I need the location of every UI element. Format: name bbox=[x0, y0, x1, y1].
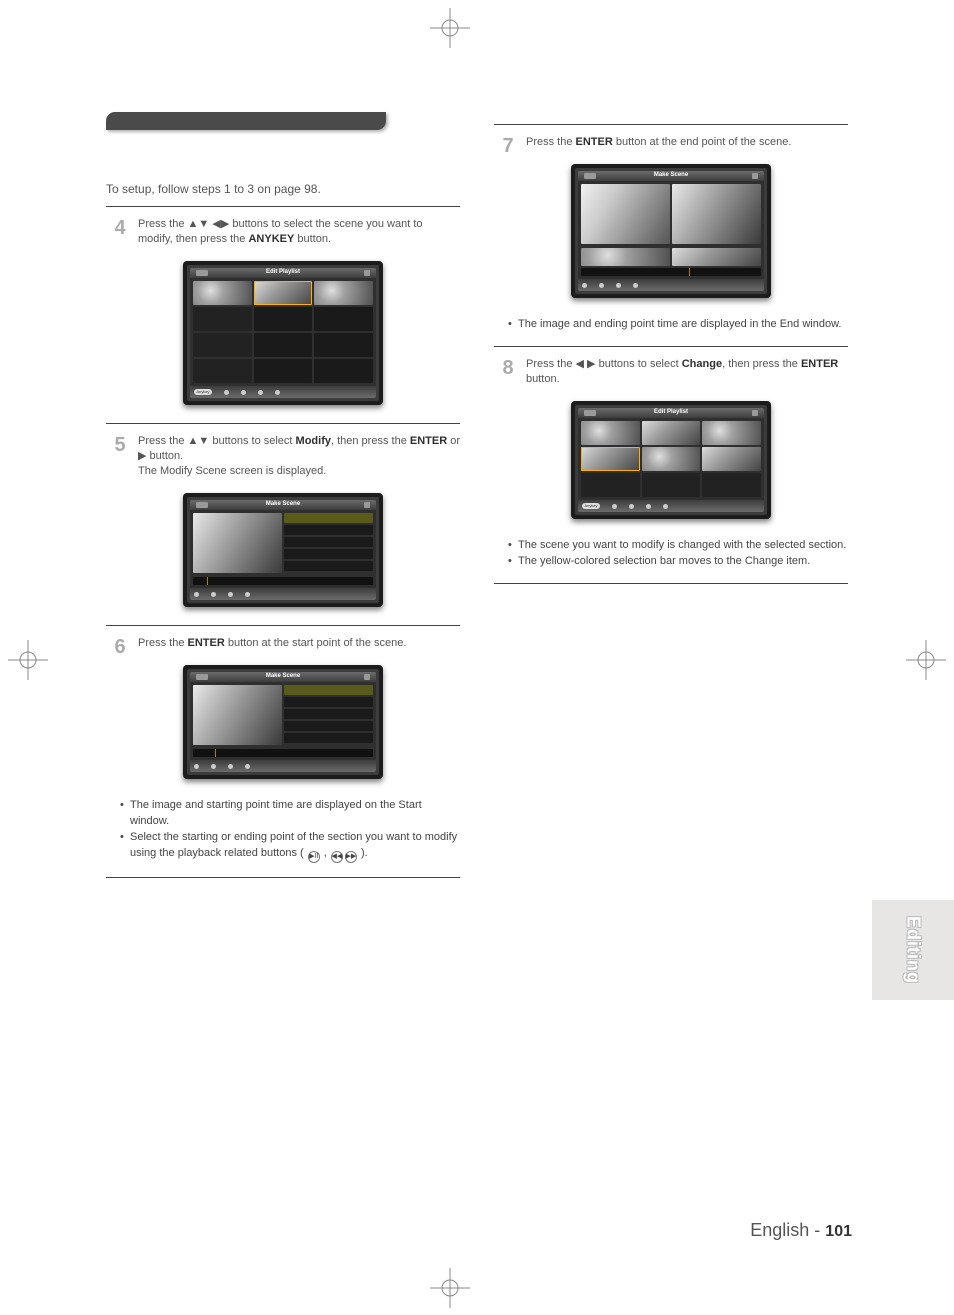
play-icon: ▶II bbox=[308, 851, 320, 863]
left-column: To setup, follow steps 1 to 3 on page 98… bbox=[106, 108, 460, 888]
step-text: Press the ENTER button at the end point … bbox=[526, 135, 848, 150]
step-text: Press the ▲▼ ◀▶ buttons to select the sc… bbox=[138, 217, 460, 247]
divider bbox=[106, 877, 460, 878]
side-tab-label: Editing bbox=[903, 916, 924, 984]
divider bbox=[494, 583, 848, 584]
side-tab: Editing bbox=[872, 900, 954, 1000]
note-item: The image and starting point time are di… bbox=[120, 797, 460, 829]
step-5: 5 Press the ▲▼ buttons to select Modify,… bbox=[106, 434, 460, 479]
step-6-notes: The image and starting point time are di… bbox=[120, 797, 460, 863]
note-item: The yellow-colored selection bar moves t… bbox=[508, 553, 848, 569]
cropmark-top bbox=[430, 8, 470, 48]
cropmark-right bbox=[906, 640, 946, 680]
step-number: 7 bbox=[494, 135, 522, 158]
note-item: The scene you want to modify is changed … bbox=[508, 537, 848, 553]
right-column: 7 Press the ENTER button at the end poin… bbox=[494, 108, 848, 594]
note-item: The image and ending point time are disp… bbox=[508, 316, 848, 332]
step-text: Press the ENTER button at the start poin… bbox=[138, 636, 460, 651]
screenshot-tv-3: Make Scene bbox=[183, 665, 383, 779]
step-text: Press the ◀ ▶ buttons to select Change, … bbox=[526, 357, 848, 387]
language-label: English bbox=[750, 1220, 809, 1240]
step-7-notes: The image and ending point time are disp… bbox=[508, 316, 848, 332]
note-item: Select the starting or ending point of t… bbox=[120, 829, 460, 863]
screenshot-tv-2: Make Scene bbox=[183, 493, 383, 607]
step-7: 7 Press the ENTER button at the end poin… bbox=[494, 135, 848, 150]
setup-note: To setup, follow steps 1 to 3 on page 98… bbox=[106, 182, 460, 196]
step-8-notes: The scene you want to modify is changed … bbox=[508, 537, 848, 569]
divider bbox=[494, 346, 848, 347]
step-number: 4 bbox=[106, 217, 134, 240]
step-8: 8 Press the ◀ ▶ buttons to select Change… bbox=[494, 357, 848, 387]
step-text: Press the ▲▼ buttons to select Modify, t… bbox=[138, 434, 460, 464]
screenshot-tv-5: Edit Playlist Anykey bbox=[571, 401, 771, 519]
screenshot-tv-1: Edit Playlist Anykey bbox=[183, 261, 383, 405]
step-6: 6 Press the ENTER button at the start po… bbox=[106, 636, 460, 651]
divider bbox=[106, 423, 460, 424]
step-number: 5 bbox=[106, 434, 134, 457]
page: Editing To setup, follow steps 1 to 3 on… bbox=[0, 0, 954, 1315]
screenshot-tv-4: Make Scene bbox=[571, 164, 771, 298]
step-subtext: The Modify Scene screen is displayed. bbox=[138, 464, 460, 479]
divider bbox=[106, 206, 460, 207]
step-4: 4 Press the ▲▼ ◀▶ buttons to select the … bbox=[106, 217, 460, 247]
cropmark-left bbox=[8, 640, 48, 680]
step-number: 8 bbox=[494, 357, 522, 380]
page-footer: English - 101 bbox=[750, 1220, 858, 1241]
page-number: 101 bbox=[825, 1223, 852, 1240]
divider bbox=[106, 625, 460, 626]
cropmark-bottom bbox=[430, 1268, 470, 1308]
rew-icon: ◀◀ bbox=[331, 851, 343, 863]
divider bbox=[494, 124, 848, 125]
step-number: 6 bbox=[106, 636, 134, 659]
ff-icon: ▶▶ bbox=[345, 851, 357, 863]
